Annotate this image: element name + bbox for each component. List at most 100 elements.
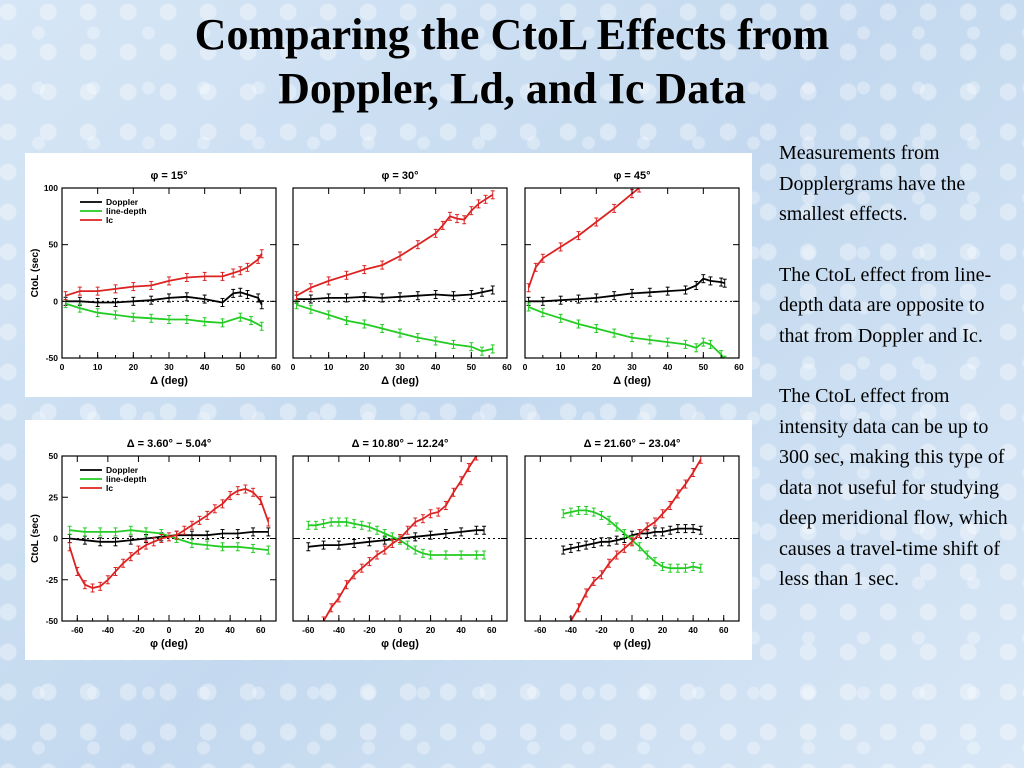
series-doppler — [63, 287, 264, 310]
note-intensity: The CtoL effect from intensity data can … — [779, 385, 1008, 590]
x-tick-label: 0 — [398, 625, 403, 635]
y-axis-label: CtoL (sec) — [30, 514, 41, 563]
x-tick-label: -60 — [71, 625, 84, 635]
chart-title: Δ = 3.60° − 5.04° — [127, 438, 212, 450]
x-tick-label: -60 — [534, 625, 547, 635]
chart-4: Δ = 10.80° − 12.24° -60 -40 -20 0 20 40 60 φ (de… — [292, 438, 508, 650]
series-line-ic — [527, 188, 640, 288]
x-axis-label: φ (deg) — [613, 638, 651, 650]
x-tick-label: 60 — [719, 625, 729, 635]
x-tick-label: 50 — [467, 362, 477, 372]
series-line-ic — [570, 458, 702, 621]
x-tick-label: 0 — [291, 362, 296, 372]
series-line-ic — [296, 194, 494, 297]
plot-frame — [61, 187, 277, 359]
x-tick-label: 30 — [395, 362, 405, 372]
x-tick-label: -40 — [565, 625, 578, 635]
x-tick-label: 20 — [426, 625, 436, 635]
bottom-figure: Δ = 3.60° − 5.04° -60 -40 -20 0 20 40 60 -50 -25 0… — [30, 438, 740, 650]
legend-label-line-depth: line-depth — [106, 206, 147, 216]
y-tick-label: 0 — [53, 534, 58, 544]
series-ic — [526, 188, 642, 293]
x-tick-label: 50 — [699, 362, 709, 372]
y-axis-label: CtoL (sec) — [30, 249, 41, 298]
x-tick-label: 30 — [627, 362, 637, 372]
y-tick-label: -50 — [46, 616, 59, 626]
x-tick-label: 20 — [592, 362, 602, 372]
y-tick-label: 50 — [49, 240, 59, 250]
x-tick-label: -40 — [102, 625, 115, 635]
x-tick-label: 40 — [663, 362, 673, 372]
x-tick-label: 20 — [658, 625, 668, 635]
series-ic — [568, 456, 703, 621]
y-tick-label: 0 — [53, 296, 58, 306]
x-tick-label: 0 — [630, 625, 635, 635]
slide-title: Comparing the CtoL Effects from Doppler,… — [0, 8, 1024, 116]
chart-title: φ = 45° — [613, 170, 650, 182]
x-tick-label: 60 — [271, 362, 281, 372]
series-line-doppler — [528, 277, 725, 303]
x-tick-label: 40 — [688, 625, 698, 635]
x-tick-label: 60 — [502, 362, 512, 372]
x-tick-label: 20 — [195, 625, 205, 635]
chart-5: Δ = 21.60° − 23.04° -60 -40 -20 0 20 40 60 φ (de… — [524, 438, 740, 650]
chart-2: φ = 45° 0 10 20 30 40 50 60 Δ (deg) — [523, 170, 744, 387]
note-doppler: Measurements from Dopplergrams have the … — [779, 142, 966, 225]
series-line-line-depth — [65, 302, 263, 328]
title-line-1: Comparing the CtoL Effects from — [194, 10, 830, 59]
x-tick-label: -20 — [132, 625, 145, 635]
note-line-depth: The CtoL effect from line-depth data are… — [779, 263, 992, 347]
legend-label-doppler: Doppler — [106, 197, 139, 207]
y-tick-label: -50 — [46, 353, 59, 363]
y-tick-label: 50 — [49, 451, 59, 461]
bottom-figure-panel: Δ = 3.60° − 5.04° -60 -40 -20 0 20 40 60 -50 -25 0… — [25, 420, 752, 660]
legend-label-line-depth: line-depth — [106, 474, 147, 484]
x-axis-label: Δ (deg) — [150, 375, 188, 387]
x-tick-label: 60 — [487, 625, 497, 635]
plot-frame — [524, 187, 740, 359]
x-tick-label: 30 — [164, 362, 174, 372]
x-axis-label: Δ (deg) — [381, 375, 419, 387]
x-tick-label: 0 — [167, 625, 172, 635]
x-tick-label: -20 — [595, 625, 608, 635]
x-tick-label: 60 — [734, 362, 744, 372]
chart-title: Δ = 21.60° − 23.04° — [584, 438, 681, 450]
chart-3: Δ = 3.60° − 5.04° -60 -40 -20 0 20 40 60 -50 -25 0… — [30, 438, 277, 650]
x-axis-label: φ (deg) — [150, 638, 188, 650]
x-tick-label: 40 — [456, 625, 466, 635]
chart-title: φ = 15° — [150, 170, 187, 182]
top-figure-panel: φ = 15° 0 10 20 30 40 50 60 -50 0 50 100 Δ (deg) CtoL… — [25, 153, 752, 397]
x-axis-label: Δ (deg) — [613, 375, 651, 387]
x-tick-label: -40 — [333, 625, 346, 635]
series-doppler — [294, 285, 495, 304]
title-line-2: Doppler, Ld, and Ic Data — [278, 64, 746, 113]
y-tick-label: 25 — [49, 492, 59, 502]
x-tick-label: 0 — [60, 362, 65, 372]
y-tick-label: 100 — [44, 183, 58, 193]
legend-label-doppler: Doppler — [106, 465, 139, 475]
series-line-doppler — [65, 291, 263, 306]
chart-1: φ = 30° 0 10 20 30 40 50 60 Δ (deg) — [291, 170, 512, 387]
x-tick-label: 10 — [324, 362, 334, 372]
series-line-line-depth — [528, 306, 725, 358]
x-tick-label: -60 — [302, 625, 315, 635]
series-line-depth — [526, 302, 727, 358]
chart-title: φ = 30° — [381, 170, 418, 182]
x-tick-label: -20 — [363, 625, 376, 635]
x-tick-label: 60 — [256, 625, 266, 635]
series-ic — [67, 484, 271, 593]
series-ic — [63, 249, 264, 301]
series-ic — [294, 190, 495, 301]
x-tick-label: 0 — [523, 362, 528, 372]
y-tick-label: -25 — [46, 575, 59, 585]
x-axis-label: φ (deg) — [381, 638, 419, 650]
legend-label-ic: Ic — [106, 215, 113, 225]
series-doppler — [526, 274, 727, 306]
x-tick-label: 40 — [200, 362, 210, 372]
series-line-depth — [63, 299, 264, 331]
legend-label-ic: Ic — [106, 483, 113, 493]
